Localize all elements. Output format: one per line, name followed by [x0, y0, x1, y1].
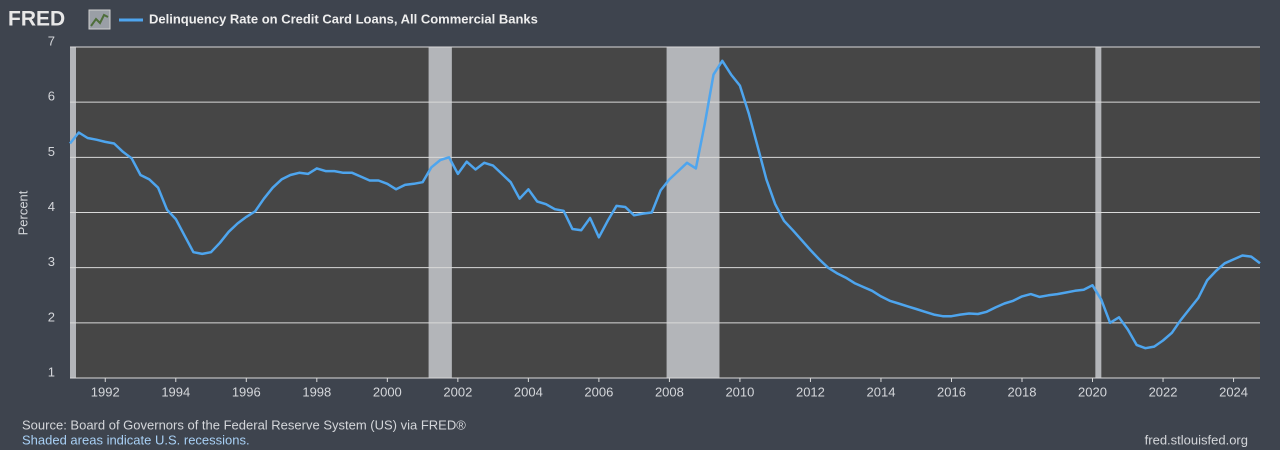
y-tick-label: 5: [48, 144, 55, 159]
source-url: fred.stlouisfed.org: [1145, 432, 1248, 447]
x-tick-label: 1994: [161, 384, 190, 399]
x-tick-label: 2000: [373, 384, 402, 399]
logo-icon: [88, 9, 111, 30]
recession-note: Shaded areas indicate U.S. recessions.: [22, 432, 250, 447]
y-axis-label: Percent: [15, 190, 30, 235]
y-tick-label: 4: [48, 199, 55, 214]
y-tick-label: 6: [48, 89, 55, 104]
x-tick-label: 2006: [584, 384, 613, 399]
y-tick-label: 7: [48, 33, 55, 48]
x-tick-label: 2020: [1078, 384, 1107, 399]
series-line: [69, 59, 1261, 350]
x-tick-label: 2008: [655, 384, 684, 399]
source-note: Source: Board of Governors of the Federa…: [22, 417, 466, 432]
x-tick-label: 2002: [443, 384, 472, 399]
y-tick-label: 1: [48, 364, 55, 379]
y-tick-label: 2: [48, 309, 55, 324]
x-tick-label: 2022: [1149, 384, 1178, 399]
legend-label: Delinquency Rate on Credit Card Loans, A…: [149, 11, 538, 26]
x-tick-label: 1996: [232, 384, 261, 399]
x-tick-label: 2014: [867, 384, 896, 399]
x-tick-label: 2016: [937, 384, 966, 399]
logo: FRED: [8, 8, 65, 31]
x-tick-label: 2018: [1008, 384, 1037, 399]
x-tick-label: 2012: [796, 384, 825, 399]
x-tick-label: 1992: [91, 384, 120, 399]
x-tick-label: 2004: [514, 384, 543, 399]
x-tick-label: 2010: [725, 384, 754, 399]
x-tick-label: 1998: [302, 384, 331, 399]
x-tick-label: 2024: [1219, 384, 1248, 399]
y-tick-label: 3: [48, 254, 55, 269]
